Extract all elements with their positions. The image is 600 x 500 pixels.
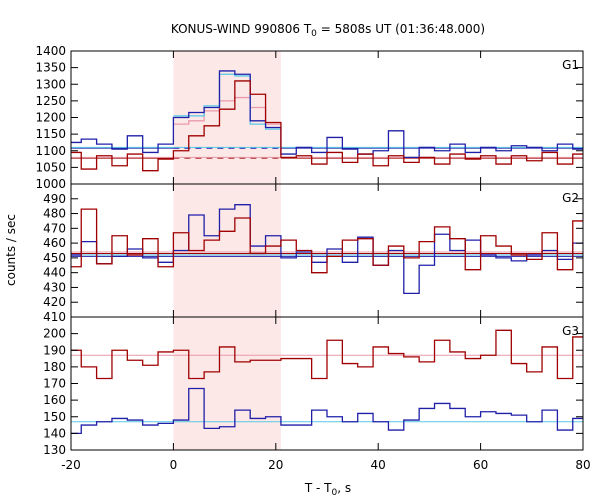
x-tick-label: 20 bbox=[268, 458, 283, 472]
x-tick-label: 0 bbox=[170, 458, 178, 472]
plot-area: 100010501100115012001250130013501400G141… bbox=[35, 44, 590, 472]
x-axis-label: T - T0, s bbox=[304, 481, 351, 498]
series-dark_red-g2 bbox=[71, 208, 583, 274]
chart-title-subscript: 0 bbox=[311, 29, 317, 39]
y-tick-label: 470 bbox=[43, 221, 66, 235]
series-pink-g1 bbox=[173, 96, 281, 125]
y-tick-label: 450 bbox=[43, 251, 66, 265]
y-tick-label: 140 bbox=[43, 426, 66, 440]
series-dark_red-g3 bbox=[71, 329, 583, 380]
y-tick-label: 1000 bbox=[35, 177, 66, 191]
y-tick-label: 1100 bbox=[35, 144, 66, 158]
y-tick-label: 430 bbox=[43, 280, 66, 294]
y-tick-label: 150 bbox=[43, 410, 66, 424]
x-tick-label: 80 bbox=[575, 458, 590, 472]
panel-label: G2 bbox=[562, 191, 579, 205]
y-tick-label: 1050 bbox=[35, 160, 66, 174]
x-axis-label-rest: , s bbox=[337, 481, 351, 495]
y-tick-label: 160 bbox=[43, 393, 66, 407]
chart-title-main: KONUS-WIND 990806 T bbox=[171, 22, 312, 36]
y-axis-label: counts / sec bbox=[4, 214, 18, 286]
panel-g1: 1000 1050 1100 1150 1200 1250 1300 1350 1400 G1 bbox=[35, 44, 584, 191]
series-dark_red-g1 bbox=[71, 80, 583, 172]
chart-title: KONUS-WIND 990806 T0 = 5808s UT (01:36:4… bbox=[171, 22, 485, 39]
y-tick-label: 410 bbox=[43, 310, 66, 324]
series-blue-g2 bbox=[71, 204, 583, 295]
y-tick-label: 490 bbox=[43, 192, 66, 206]
panel-label: G3 bbox=[562, 324, 579, 338]
x-axis-label-main: T - T bbox=[304, 481, 332, 495]
y-tick-label: 480 bbox=[43, 207, 66, 221]
y-tick-label: 180 bbox=[43, 360, 66, 374]
y-tick-label: 440 bbox=[43, 266, 66, 280]
y-tick-label: 1300 bbox=[35, 77, 66, 91]
x-tick-label: 60 bbox=[473, 458, 488, 472]
y-tick-label: 200 bbox=[43, 327, 66, 341]
y-tick-label: 170 bbox=[43, 377, 66, 391]
panel-frame bbox=[70, 316, 584, 451]
x-tick-label: -20 bbox=[61, 458, 81, 472]
y-tick-label: 460 bbox=[43, 236, 66, 250]
y-tick-label: 190 bbox=[43, 343, 66, 357]
shaded-interval bbox=[173, 51, 281, 184]
x-axis-label-subscript: 0 bbox=[332, 488, 338, 498]
panel-label: G1 bbox=[562, 58, 579, 72]
chart-title-rest: = 5808s UT (01:36:48.000) bbox=[317, 22, 485, 36]
y-tick-label: 1400 bbox=[35, 44, 66, 58]
y-tick-label: 1250 bbox=[35, 94, 66, 108]
series-blue-g3 bbox=[71, 387, 583, 435]
shaded-interval bbox=[173, 317, 281, 450]
y-tick-label: 1350 bbox=[35, 61, 66, 75]
y-tick-label: 1200 bbox=[35, 111, 66, 125]
y-tick-label: 1150 bbox=[35, 127, 66, 141]
series-blue-g1 bbox=[71, 70, 583, 159]
y-tick-label: 420 bbox=[43, 295, 66, 309]
x-tick-label: 40 bbox=[371, 458, 386, 472]
y-tick-label: 130 bbox=[43, 443, 66, 457]
panel-g3: 130 140 150 160 170 180 190 200 G3 bbox=[43, 316, 584, 457]
